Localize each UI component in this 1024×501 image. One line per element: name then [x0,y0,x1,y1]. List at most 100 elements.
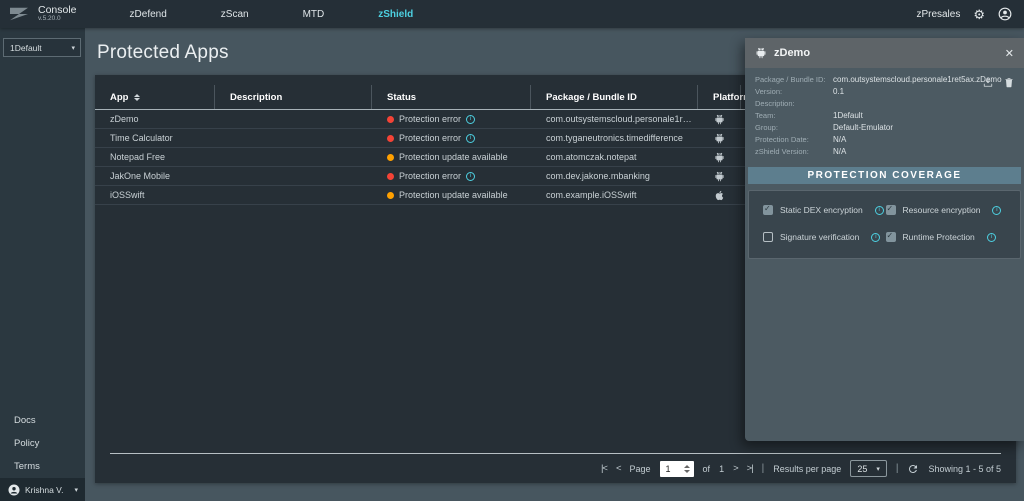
sort-icon[interactable] [134,93,141,101]
info-icon[interactable] [992,205,1002,215]
info-icon[interactable] [466,133,476,143]
table-header: App Description Status Package / Bundle … [95,85,1016,110]
package-id: com.tyganeutronics.timedifference [546,133,683,143]
status-cell: Protection update available [372,148,531,166]
table-row[interactable]: zDemo Protection error com.outsystemsclo… [95,110,1016,129]
coverage-label: Signature verification [780,232,860,242]
next-page-button[interactable]: > [733,463,738,474]
status-cell: Protection error [372,167,531,185]
app-name: JakOne Mobile [110,171,171,181]
results-per-page-select[interactable]: 25 ▾ [850,460,887,477]
logo: Console v.5.20.0 [0,5,77,23]
platform-cell [698,129,741,147]
sidebar: 1Default ▾ Docs Policy Terms Krishna V. … [0,28,85,501]
last-page-button[interactable]: >| [746,463,754,474]
table-row[interactable]: iOSSwift Protection update available com… [95,186,1016,205]
detail-value-version: 0.1 [833,87,845,96]
nav-zdefend[interactable]: zDefend [129,8,167,20]
sidebar-link-terms[interactable]: Terms [14,461,40,472]
total-pages: 1 [719,463,725,474]
status-cell: Protection update available [372,186,531,204]
status-dot-error [387,115,394,123]
status-text: Protection error [399,114,462,124]
chevron-down-icon: ▾ [876,465,880,473]
package-id: com.dev.jakone.mbanking [546,171,650,181]
tenant-label: zPresales [916,8,961,20]
user-menu[interactable]: Krishna V. ▾ [0,478,85,501]
results-per-page-label: Results per page [773,463,842,474]
platform-cell [698,167,741,185]
detail-label: Version: [755,87,783,96]
android-icon [715,152,724,162]
column-header-platform: Platform [698,85,752,109]
detail-label: Package / Bundle ID: [755,75,826,84]
column-header-package: Package / Bundle ID [531,85,698,109]
android-icon [715,114,724,124]
page-input[interactable]: 1 [659,460,694,477]
nav-zshield[interactable]: zShield [378,8,414,20]
gear-icon[interactable]: ⚙ [973,6,985,22]
detail-value-group: Default-Emulator [833,123,894,132]
delete-icon[interactable] [1003,76,1015,89]
app-description [215,129,372,147]
checkbox-signature-verification[interactable] [763,232,773,242]
checkbox-resource-encryption[interactable] [885,204,896,215]
platform-cell [698,110,741,128]
status-dot-error [387,134,394,142]
app-name: iOSSwift [110,190,145,200]
detail-value-protection-date: N/A [833,135,847,144]
team-selector[interactable]: 1Default ▾ [3,38,81,57]
download-icon[interactable] [982,76,994,89]
app-description [215,186,372,204]
status-text: Protection error [399,133,462,143]
info-icon[interactable] [466,171,476,181]
column-header-app[interactable]: App [95,85,215,109]
prev-page-button[interactable]: < [615,463,621,474]
status-text: Protection update available [399,190,508,200]
page-label: Page [629,463,651,474]
divider: | [895,463,899,474]
column-header-status: Status [372,85,531,109]
package-id: com.example.iOSSwift [546,190,637,200]
detail-value-team: 1Default [833,111,863,120]
nav-zscan[interactable]: zScan [220,8,249,20]
detail-label: Team: [755,111,776,120]
coverage-label: Resource encryption [902,205,981,215]
status-dot-warning [387,191,394,199]
table-row[interactable]: JakOne Mobile Protection error com.dev.j… [95,167,1016,186]
coverage-label: Static DEX encryption [780,205,863,215]
status-text: Protection update available [399,152,508,162]
account-icon[interactable] [998,7,1012,21]
close-icon[interactable]: ✕ [1004,47,1014,60]
product-name: Console [38,4,77,17]
platform-cell [698,148,741,166]
checkbox-static-dex-encryption[interactable] [763,204,773,215]
refresh-icon[interactable] [907,463,919,475]
info-icon[interactable] [986,232,996,242]
column-header-description: Description [215,85,372,109]
app-name: Notepad Free [110,152,166,162]
info-icon[interactable] [466,114,476,124]
divider: | [761,463,765,474]
app-name: zDemo [110,114,139,124]
of-label: of [702,463,711,474]
table-row[interactable]: Time Calculator Protection error com.tyg… [95,129,1016,148]
app-detail-panel: zDemo ✕ Package / Bundle ID: com.outsyst… [745,38,1024,441]
detail-label: Protection Date: [755,135,809,144]
sidebar-link-policy[interactable]: Policy [14,438,40,449]
info-icon[interactable] [871,232,881,242]
page-stepper[interactable] [683,461,690,477]
info-icon[interactable] [874,205,884,215]
android-icon [715,133,724,143]
showing-label: Showing 1 - 5 of 5 [928,463,1001,474]
panel-header: zDemo ✕ [745,38,1024,68]
first-page-button[interactable]: |< [600,463,608,474]
android-icon [715,171,724,181]
checkbox-runtime-protection[interactable] [885,231,896,242]
protection-coverage-header: PROTECTION COVERAGE [748,167,1021,184]
table-row[interactable]: Notepad Free Protection update available… [95,148,1016,167]
nav-mtd[interactable]: MTD [302,8,325,20]
status-cell: Protection error [372,129,531,147]
package-id: com.atomczak.notepat [546,152,637,162]
sidebar-link-docs[interactable]: Docs [14,415,36,426]
